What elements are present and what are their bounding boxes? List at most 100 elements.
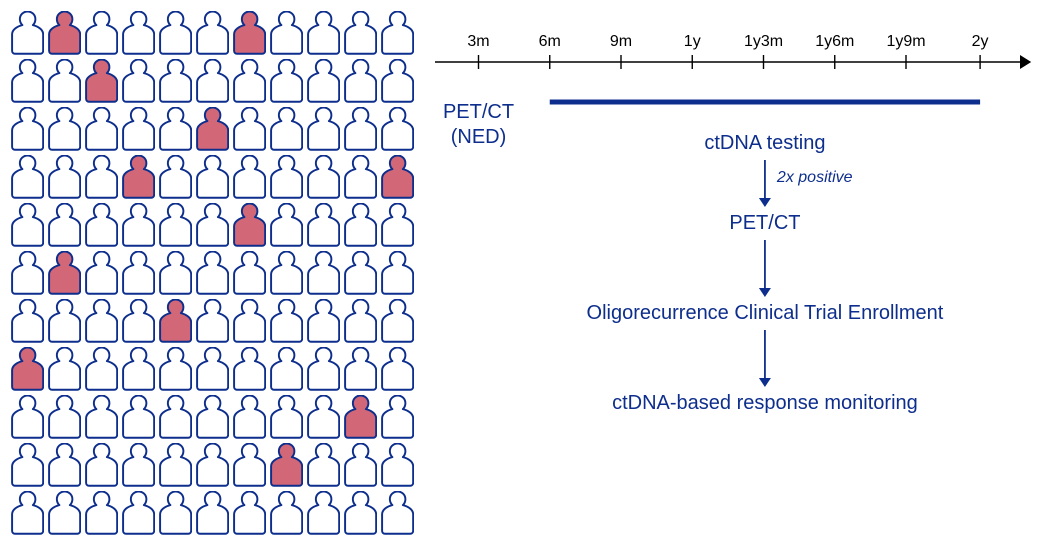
person-icon [380, 250, 415, 296]
person-icon [121, 346, 156, 392]
person-icon [10, 442, 45, 488]
person-icon [10, 58, 45, 104]
person-icon [158, 490, 193, 536]
person-icon [195, 154, 230, 200]
person-icon [306, 154, 341, 200]
person-icon [158, 442, 193, 488]
person-icon [343, 10, 378, 56]
person-icon [10, 154, 45, 200]
person-icon [195, 10, 230, 56]
person-icon [84, 10, 119, 56]
person-icon [84, 250, 119, 296]
timeline-tick-label: 1y [684, 33, 701, 51]
person-icon [195, 346, 230, 392]
person-icon [121, 490, 156, 536]
person-icon [84, 298, 119, 344]
person-icon [84, 106, 119, 152]
person-icon [158, 106, 193, 152]
person-icon [47, 490, 82, 536]
person-icon [343, 298, 378, 344]
person-icon [121, 154, 156, 200]
person-icon [343, 442, 378, 488]
timeline-tick-label: 1y3m [744, 33, 783, 51]
person-icon [343, 58, 378, 104]
person-icon [84, 154, 119, 200]
person-icon [195, 58, 230, 104]
person-icon [47, 154, 82, 200]
person-icon [47, 442, 82, 488]
person-icon [195, 298, 230, 344]
person-icon [306, 250, 341, 296]
person-icon [10, 394, 45, 440]
person-icon [380, 154, 415, 200]
flow-step-label: Oligorecurrence Clinical Trial Enrollmen… [587, 302, 944, 325]
person-icon [195, 202, 230, 248]
person-icon [10, 250, 45, 296]
timeline-svg [420, 22, 1040, 502]
person-icon [269, 154, 304, 200]
person-icon [232, 10, 267, 56]
person-icon [380, 490, 415, 536]
flow-side-text: 2x positive [777, 169, 853, 187]
person-icon [10, 346, 45, 392]
timeline-tick-label: 1y9m [886, 33, 925, 51]
person-icon [195, 250, 230, 296]
timeline-tick-label: 9m [610, 33, 632, 51]
population-grid [10, 10, 415, 536]
person-icon [343, 394, 378, 440]
ned-text: (NED) [434, 125, 524, 150]
person-icon [195, 490, 230, 536]
person-icon [343, 490, 378, 536]
person-icon [10, 298, 45, 344]
person-icon [158, 202, 193, 248]
person-icon [380, 202, 415, 248]
person-icon [158, 394, 193, 440]
person-icon [343, 250, 378, 296]
person-icon [121, 10, 156, 56]
person-icon [47, 298, 82, 344]
flow-step-label: ctDNA testing [704, 132, 825, 155]
person-icon [380, 346, 415, 392]
person-icon [10, 106, 45, 152]
person-icon [306, 10, 341, 56]
person-icon [232, 346, 267, 392]
person-icon [47, 250, 82, 296]
person-icon [47, 346, 82, 392]
person-icon [306, 394, 341, 440]
pet-ct-ned-label: PET/CT (NED) [434, 100, 524, 150]
timeline-area: 3m6m9m1y1y3m1y6m1y9m2y PET/CT (NED) ctDN… [420, 22, 1030, 502]
person-icon [158, 346, 193, 392]
person-icon [84, 346, 119, 392]
person-icon [158, 298, 193, 344]
timeline-tick-label: 3m [467, 33, 489, 51]
person-icon [47, 10, 82, 56]
person-icon [306, 442, 341, 488]
person-icon [158, 154, 193, 200]
person-icon [380, 106, 415, 152]
person-icon [306, 106, 341, 152]
person-icon [269, 58, 304, 104]
person-icon [306, 346, 341, 392]
pet-ct-text: PET/CT [434, 100, 524, 125]
timeline-tick-label: 2y [972, 33, 989, 51]
person-icon [84, 442, 119, 488]
person-icon [343, 154, 378, 200]
person-icon [269, 346, 304, 392]
person-icon [195, 442, 230, 488]
person-icon [232, 490, 267, 536]
person-icon [343, 106, 378, 152]
person-icon [84, 202, 119, 248]
person-icon [269, 298, 304, 344]
person-icon [380, 442, 415, 488]
person-icon [121, 202, 156, 248]
person-icon [84, 490, 119, 536]
person-icon [158, 10, 193, 56]
person-icon [195, 394, 230, 440]
person-icon [10, 10, 45, 56]
person-icon [121, 442, 156, 488]
person-icon [232, 58, 267, 104]
person-icon [380, 298, 415, 344]
person-icon [47, 394, 82, 440]
person-icon [269, 442, 304, 488]
person-icon [343, 346, 378, 392]
